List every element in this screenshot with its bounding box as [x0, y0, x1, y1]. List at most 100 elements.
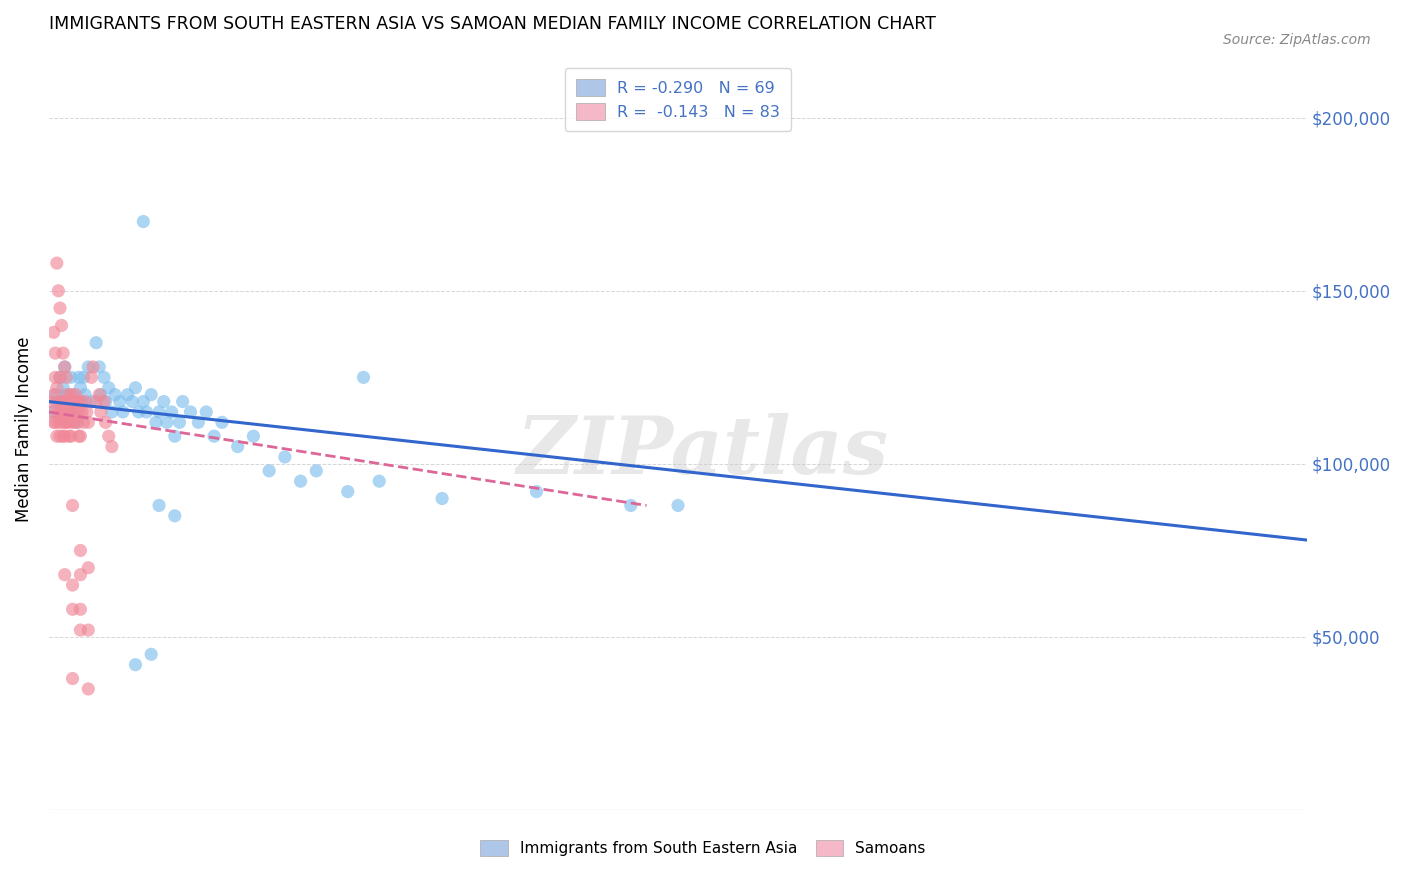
Point: [48, 405, 70, 419]
Point: [65, 387, 87, 401]
Point: [76, 405, 98, 419]
Point: [121, 394, 143, 409]
Point: [55, 405, 77, 419]
Point: [163, 508, 186, 523]
Point: [305, 464, 328, 478]
Point: [53, 394, 76, 409]
Point: [195, 405, 218, 419]
Point: [49, 370, 72, 384]
Point: [620, 499, 643, 513]
Point: [97, 429, 120, 443]
Point: [242, 429, 264, 443]
Point: [45, 381, 67, 395]
Point: [55, 370, 77, 384]
Point: [353, 370, 375, 384]
Point: [49, 429, 72, 443]
Point: [51, 412, 73, 426]
Point: [66, 394, 89, 409]
Point: [45, 429, 67, 443]
Point: [145, 415, 167, 429]
Point: [42, 415, 65, 429]
Point: [111, 405, 134, 419]
Point: [89, 359, 111, 374]
Point: [56, 394, 79, 409]
Point: [49, 394, 72, 409]
Point: [77, 359, 100, 374]
Point: [128, 405, 150, 419]
Point: [66, 415, 89, 429]
Point: [53, 429, 76, 443]
Point: [141, 648, 163, 662]
Point: [72, 370, 94, 384]
Point: [44, 346, 66, 360]
Point: [58, 405, 80, 419]
Text: IMMIGRANTS FROM SOUTH EASTERN ASIA VS SAMOAN MEDIAN FAMILY INCOME CORRELATION CH: IMMIGRANTS FROM SOUTH EASTERN ASIA VS SA…: [49, 15, 936, 33]
Point: [45, 394, 67, 409]
Point: [69, 623, 91, 637]
Point: [160, 405, 183, 419]
Point: [77, 623, 100, 637]
Point: [124, 381, 146, 395]
Point: [90, 387, 112, 401]
Point: [526, 484, 548, 499]
Point: [49, 301, 72, 315]
Point: [63, 415, 86, 429]
Point: [53, 359, 76, 374]
Point: [77, 560, 100, 574]
Point: [56, 387, 79, 401]
Point: [163, 429, 186, 443]
Point: [49, 370, 72, 384]
Point: [101, 405, 124, 419]
Point: [62, 602, 84, 616]
Point: [42, 405, 65, 419]
Point: [172, 394, 194, 409]
Point: [132, 394, 155, 409]
Point: [156, 415, 179, 429]
Point: [62, 387, 84, 401]
Point: [187, 415, 209, 429]
Point: [51, 318, 73, 333]
Point: [53, 567, 76, 582]
Point: [59, 387, 82, 401]
Point: [51, 415, 73, 429]
Point: [104, 387, 127, 401]
Point: [44, 415, 66, 429]
Point: [56, 415, 79, 429]
Point: [211, 415, 233, 429]
Point: [257, 464, 280, 478]
Point: [62, 415, 84, 429]
Point: [75, 387, 97, 401]
Point: [368, 474, 391, 488]
Point: [89, 387, 111, 401]
Point: [72, 415, 94, 429]
Point: [59, 405, 82, 419]
Point: [84, 394, 107, 409]
Point: [148, 405, 170, 419]
Point: [69, 602, 91, 616]
Point: [62, 499, 84, 513]
Point: [66, 415, 89, 429]
Point: [58, 394, 80, 409]
Y-axis label: Median Family Income: Median Family Income: [15, 336, 32, 522]
Point: [53, 415, 76, 429]
Point: [62, 672, 84, 686]
Point: [65, 405, 87, 419]
Point: [94, 415, 117, 429]
Point: [84, 335, 107, 350]
Point: [274, 450, 297, 464]
Point: [39, 394, 62, 409]
Point: [67, 429, 90, 443]
Point: [82, 359, 104, 374]
Legend: Immigrants from South Eastern Asia, Samoans: Immigrants from South Eastern Asia, Samo…: [474, 834, 932, 862]
Point: [70, 394, 93, 409]
Point: [226, 440, 249, 454]
Point: [51, 405, 73, 419]
Point: [179, 405, 201, 419]
Point: [55, 387, 77, 401]
Point: [290, 474, 312, 488]
Point: [62, 578, 84, 592]
Point: [69, 381, 91, 395]
Point: [62, 394, 84, 409]
Point: [58, 405, 80, 419]
Point: [69, 543, 91, 558]
